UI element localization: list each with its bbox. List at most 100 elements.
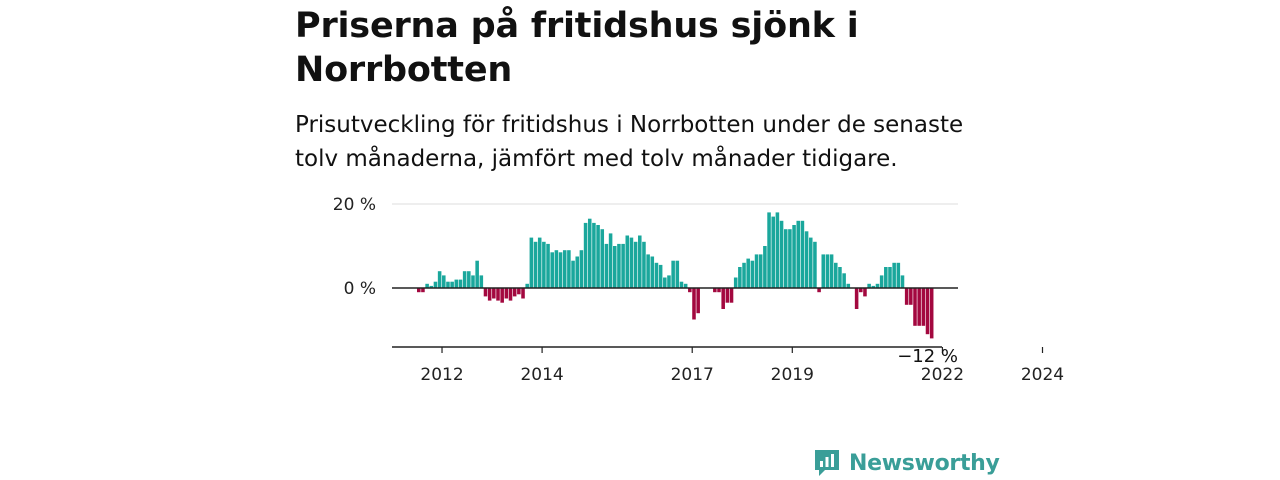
bar	[587, 218, 592, 288]
bar	[421, 288, 425, 293]
x-tick-label: 2022	[921, 365, 964, 385]
bar	[813, 241, 817, 288]
bar	[863, 288, 867, 297]
newsworthy-logo-icon	[815, 450, 839, 476]
bar	[796, 220, 801, 288]
y-tick-label: 0 %	[344, 279, 376, 299]
bar	[733, 277, 738, 288]
bar	[859, 288, 863, 293]
bar	[804, 231, 809, 288]
bar	[679, 281, 684, 288]
bar	[454, 279, 459, 288]
bar	[642, 241, 646, 288]
bar	[429, 285, 434, 288]
bar	[458, 279, 463, 288]
bar	[683, 283, 688, 288]
bar	[713, 288, 717, 293]
bar	[854, 288, 859, 309]
bar	[533, 241, 538, 288]
bar	[742, 262, 746, 288]
price-change-bar-chart: 20 % 0 % 2012 2014 2017 2019 2022 2024 −12 %	[333, 195, 1064, 385]
bar	[537, 237, 542, 288]
bar	[575, 256, 580, 288]
bar	[546, 243, 550, 288]
bar	[729, 288, 734, 303]
bar	[658, 264, 663, 288]
bar	[437, 271, 442, 288]
bar	[846, 283, 851, 288]
bar	[917, 288, 921, 326]
bar	[612, 246, 617, 288]
bar	[667, 275, 671, 288]
bar	[417, 288, 421, 293]
bar	[625, 235, 630, 288]
bar	[450, 281, 454, 288]
y-tick-label: 20 %	[333, 195, 376, 215]
bar	[475, 260, 479, 288]
last-value-label: −12 %	[897, 346, 958, 367]
bar	[571, 260, 575, 288]
bar	[888, 267, 892, 288]
bar	[633, 241, 638, 288]
bar	[608, 233, 613, 288]
bar	[754, 254, 759, 288]
bar	[688, 288, 692, 293]
bar	[875, 283, 880, 288]
bar	[583, 222, 588, 288]
bar	[567, 250, 571, 288]
bar	[750, 260, 755, 288]
bar	[558, 252, 563, 288]
x-tick-label: 2024	[1021, 365, 1064, 385]
bar	[471, 275, 475, 288]
bar	[562, 250, 567, 288]
bar	[596, 225, 600, 288]
bar	[746, 258, 750, 288]
bar	[808, 237, 813, 288]
bar	[783, 229, 788, 288]
bar	[763, 246, 767, 288]
bar	[909, 288, 913, 305]
x-tick-label: 2017	[671, 365, 714, 385]
x-tick-label: 2012	[420, 365, 463, 385]
bar	[550, 252, 554, 288]
bar	[504, 288, 509, 299]
bar	[929, 288, 934, 339]
bar	[508, 288, 513, 301]
bar	[921, 288, 926, 326]
bar	[512, 288, 517, 297]
bar	[725, 288, 730, 303]
bar	[496, 288, 500, 301]
bar	[900, 275, 905, 288]
bar	[487, 288, 492, 301]
page-subtitle: Prisutveckling för fritidshus i Norrbott…	[295, 112, 964, 172]
bar	[629, 237, 634, 288]
bar	[788, 229, 792, 288]
bar	[834, 262, 838, 288]
bar	[425, 283, 429, 288]
bar	[542, 241, 546, 288]
bar	[738, 267, 742, 288]
bar	[617, 243, 621, 288]
bar	[492, 288, 496, 299]
bar	[842, 273, 846, 288]
brand-name: Newsworthy	[849, 450, 1000, 476]
bar	[925, 288, 930, 335]
bar	[758, 254, 763, 288]
bar	[479, 275, 484, 288]
bar	[775, 212, 780, 288]
bar	[483, 288, 488, 297]
bar	[800, 220, 805, 288]
bar	[771, 216, 775, 288]
bar	[650, 256, 655, 288]
bar	[600, 229, 605, 288]
bar	[521, 288, 525, 299]
bar	[884, 267, 888, 288]
bar	[621, 243, 625, 288]
bar	[433, 281, 438, 288]
bar	[446, 281, 450, 288]
bar	[638, 235, 642, 288]
bar	[442, 275, 446, 288]
bar	[500, 288, 504, 303]
bar	[767, 212, 771, 288]
bar	[879, 275, 884, 288]
